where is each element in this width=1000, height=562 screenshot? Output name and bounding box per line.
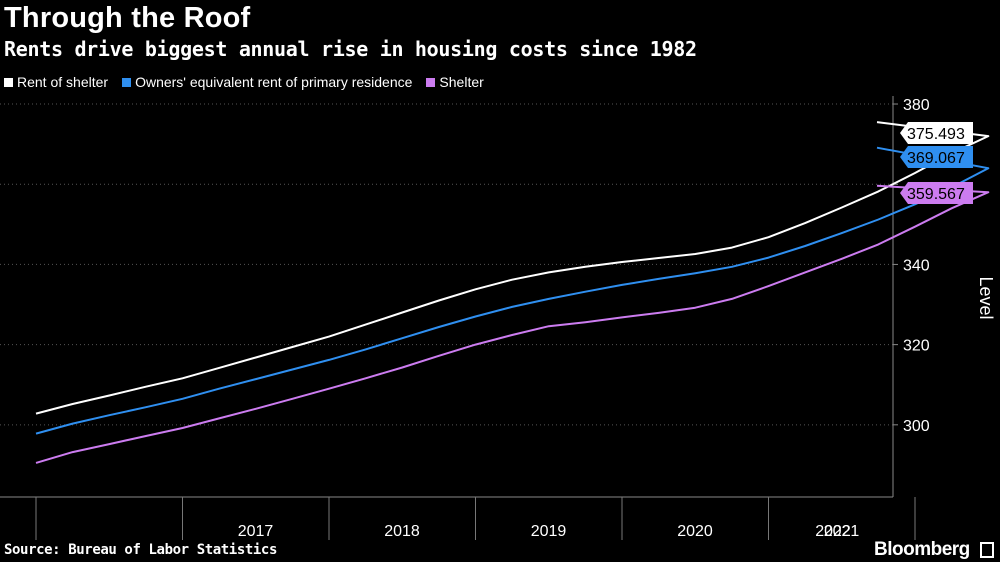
x-tick-label-2022: 2022 [815,523,851,540]
x-tick-label-2018: 2018 [384,523,420,540]
legend-item-owners-equivalent-rent: Owners' equivalent rent of primary resid… [122,74,412,90]
source-note: Source: Bureau of Labor Statistics [4,542,277,558]
y-tick-label-300: 300 [903,418,930,435]
series-line-2 [35,184,990,464]
legend-label-owners-equivalent-rent: Owners' equivalent rent of primary resid… [135,74,413,90]
end-value-tag-0 [900,122,973,144]
bloomberg-terminal-icon [980,542,994,558]
y-tick-label-320: 320 [903,338,930,355]
legend-swatch-rent-of-shelter [4,77,13,87]
legend-item-shelter: Shelter [426,74,484,90]
legend: Rent of shelter Owners' equivalent rent … [4,74,484,90]
y-axis-title: Level [976,276,996,319]
x-tick-label-2020: 2020 [677,523,713,540]
series-line-0 [35,121,990,415]
end-value-label-2: 359.567 [907,186,965,203]
legend-swatch-shelter [426,77,436,87]
series-line-1 [35,146,990,435]
end-value-tag-1 [900,146,973,168]
end-value-tag-2 [900,182,973,204]
end-value-label-1: 369.067 [907,150,965,167]
y-tick-label-380: 380 [903,97,930,114]
end-value-label-0: 375.493 [907,126,965,143]
x-tick-label-2017: 2017 [238,523,274,540]
legend-label-rent-of-shelter: Rent of shelter [17,74,109,90]
y-tick-label-340: 340 [903,257,930,274]
legend-swatch-owners-equivalent-rent [122,77,132,87]
x-tick-label-2019: 2019 [531,523,567,540]
chart-subtitle: Rents drive biggest annual rise in housi… [4,37,697,61]
bloomberg-logo: Bloomberg [874,539,970,560]
x-tick-label-2021: 2021 [824,523,860,540]
legend-label-shelter: Shelter [439,74,484,90]
legend-item-rent-of-shelter: Rent of shelter [4,74,108,90]
chart-title: Through the Roof [4,2,251,34]
